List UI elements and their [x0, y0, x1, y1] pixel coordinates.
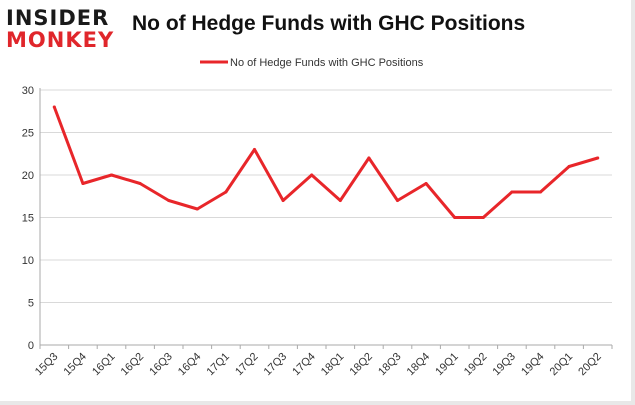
x-tick-label: 19Q2: [462, 351, 490, 379]
x-tick-label: 16Q1: [90, 351, 118, 379]
data-point: [310, 173, 314, 177]
x-tick-label: 15Q3: [33, 351, 61, 379]
data-point: [338, 199, 342, 202]
x-tick-label: 19Q1: [433, 351, 461, 379]
x-tick-label: 20Q1: [548, 351, 576, 379]
data-point: [424, 182, 428, 185]
x-tick-label: 17Q2: [233, 351, 261, 379]
x-tick-label: 20Q2: [576, 351, 604, 379]
x-tick-label: 15Q4: [61, 351, 89, 379]
y-tick-label: 30: [22, 85, 34, 97]
data-point: [539, 190, 542, 194]
x-tick-label: 16Q3: [147, 351, 175, 379]
series-line: [52, 105, 600, 219]
data-point: [367, 156, 371, 160]
x-tick-label: 19Q3: [490, 351, 518, 379]
data-point: [81, 182, 85, 185]
x-tick-label: 18Q4: [405, 351, 433, 379]
data-point: [510, 190, 514, 194]
data-point: [52, 105, 56, 109]
data-point: [281, 199, 285, 202]
y-tick-label: 0: [28, 340, 34, 352]
y-tick-label: 5: [28, 298, 34, 310]
x-tick-label: 18Q2: [347, 351, 375, 379]
y-tick-label: 20: [22, 170, 34, 182]
data-point: [138, 182, 142, 185]
legend-label: No of Hedge Funds with GHC Positions: [230, 57, 424, 69]
x-tick-label: 17Q4: [290, 351, 318, 379]
y-tick-label: 15: [22, 213, 34, 225]
data-point: [224, 190, 228, 194]
x-tick-label: 18Q1: [319, 351, 347, 379]
y-tick-label: 10: [22, 255, 34, 267]
x-tick-label: 16Q2: [119, 351, 147, 379]
data-point: [253, 148, 256, 151]
data-point: [596, 156, 600, 160]
x-tick-label: 17Q3: [262, 351, 290, 379]
data-point: [167, 199, 171, 202]
x-tick-label: 19Q4: [519, 351, 547, 379]
data-point: [481, 216, 485, 219]
logo-text-top: INSIDER: [6, 6, 110, 30]
x-tick-label: 16Q4: [176, 351, 204, 379]
data-point: [110, 173, 113, 177]
x-tick-label: 17Q1: [204, 351, 232, 379]
data-point: [396, 199, 399, 202]
data-point: [567, 165, 571, 168]
logo-text-bottom: MONKEY: [6, 28, 115, 52]
data-point: [453, 216, 457, 219]
insider-monkey-logo: INSIDER MONKEY: [6, 6, 116, 52]
data-point: [195, 207, 199, 211]
y-tick-label: 25: [22, 128, 34, 140]
chart-title: No of Hedge Funds with GHC Positions: [132, 12, 526, 35]
x-tick-label: 18Q3: [376, 351, 404, 379]
